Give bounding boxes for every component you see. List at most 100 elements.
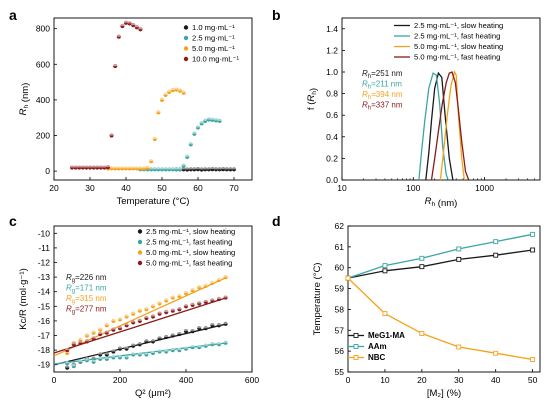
data-point-half <box>223 275 228 278</box>
x-tick-label: 0 <box>346 375 351 385</box>
panel-letter-a: a <box>9 7 17 23</box>
data-point-half <box>164 310 169 313</box>
data-point-half <box>144 315 149 318</box>
y-tick-label: 0 <box>45 166 50 176</box>
data-point-half <box>78 337 83 340</box>
data-point-half <box>73 165 78 168</box>
data-point-half <box>203 326 208 329</box>
data-point-half <box>183 291 189 294</box>
legend-marker <box>137 250 143 255</box>
data-point-half <box>190 288 195 291</box>
y-tick-label: 400 <box>36 95 50 105</box>
data-point-half <box>102 165 107 168</box>
legend-marker <box>183 25 189 30</box>
data-point-half <box>199 167 204 170</box>
data-point-half <box>185 154 190 157</box>
data-point-half <box>210 298 215 301</box>
data-point-half <box>98 165 103 168</box>
data-point-half <box>224 167 229 170</box>
data-point-half <box>216 277 222 281</box>
data-point-half <box>144 352 149 355</box>
series-line <box>439 70 465 181</box>
panel-letter-d: d <box>272 213 281 229</box>
panel-letter-b: b <box>272 7 281 23</box>
data-point-half <box>104 330 109 333</box>
legend-marker <box>183 35 189 41</box>
legend-label: 5.0 mg·mL⁻¹, slow heating <box>146 248 235 257</box>
y-tick-label: 62 <box>335 221 345 231</box>
data-point-half <box>181 163 186 166</box>
data-point-half <box>185 167 190 170</box>
y-tick-label: -16 <box>38 316 51 326</box>
data-point <box>382 263 388 269</box>
data-point-half <box>157 301 162 304</box>
data-point-half <box>131 320 136 323</box>
legend-label: 10.0 mg·mL⁻¹ <box>192 55 240 64</box>
data-point-half <box>137 308 142 311</box>
data-point-half <box>170 348 175 351</box>
data-point-half <box>164 298 169 301</box>
data-point-half <box>183 329 189 332</box>
data-point-half <box>177 167 183 170</box>
x-tick-label: 30 <box>85 183 95 193</box>
data-point-half <box>137 342 142 345</box>
y-axis-label: Rh (nm) <box>18 83 31 116</box>
x-tick-label: 30 <box>454 375 464 385</box>
data-point-half <box>203 343 208 346</box>
series-line <box>347 233 533 279</box>
y-tick-label: 200 <box>36 130 50 140</box>
data-point-half <box>188 167 193 170</box>
y-tick-label: 0.4 <box>326 132 338 142</box>
data-point-half <box>210 167 215 170</box>
legend-label: 1.0 mg·mL⁻¹ <box>192 23 235 32</box>
data-point-half <box>157 336 162 339</box>
y-tick-label: 1.0 <box>326 67 338 77</box>
data-point-half <box>111 349 116 352</box>
x-tick-label: 20 <box>417 375 427 385</box>
data-point-half <box>113 63 118 67</box>
data-point-half <box>131 23 136 26</box>
data-point-half <box>170 167 175 170</box>
data-point-half <box>192 131 197 134</box>
y-tick-label: 1.2 <box>326 45 338 55</box>
data-point-half <box>141 166 147 169</box>
y-tick-label: -14 <box>38 287 51 297</box>
data-point-half <box>65 361 70 364</box>
data-point-half <box>104 323 109 326</box>
data-point-half <box>150 350 156 354</box>
data-point-half <box>170 333 175 336</box>
data-point <box>493 350 499 356</box>
y-tick-label: 57 <box>335 325 345 335</box>
data-point-half <box>87 165 93 168</box>
x-tick-label: 10 <box>380 375 390 385</box>
y-tick-label: 600 <box>36 59 50 69</box>
x-tick-label: 1000 <box>475 183 494 193</box>
chart-panel-b: 10 100 1000 0.0 0.2 0.4 0.6 0.8 1.0 1.2 1.4 Rh (nm)… <box>306 17 541 209</box>
data-point-half <box>84 165 89 168</box>
data-point-half <box>91 330 96 333</box>
data-point <box>456 344 462 350</box>
data-point-half <box>91 359 96 362</box>
x-axis-label: Q² (μm²) <box>135 388 171 399</box>
y-tick-label: 1.4 <box>326 24 338 34</box>
data-point-half <box>123 166 129 169</box>
data-point-half <box>117 346 123 349</box>
data-point <box>530 357 536 362</box>
y-tick-label: -19 <box>38 360 51 370</box>
data-point-half <box>134 25 139 28</box>
x-tick-label: 40 <box>491 375 501 385</box>
data-point-half <box>192 167 197 170</box>
data-point-half <box>217 118 222 121</box>
x-axis-label: Rh (nm) <box>425 196 458 209</box>
data-point-half <box>221 167 226 170</box>
plot-frame <box>53 225 253 373</box>
data-point-half <box>216 296 222 299</box>
data-point-half <box>183 346 189 349</box>
data-point-half <box>228 167 233 170</box>
y-tick-label: 56 <box>335 346 345 356</box>
data-point-half <box>95 165 100 168</box>
data-point-half <box>131 311 136 314</box>
data-point-half <box>145 165 150 168</box>
data-point-half <box>157 311 162 314</box>
y-tick-label: 800 <box>36 24 50 34</box>
